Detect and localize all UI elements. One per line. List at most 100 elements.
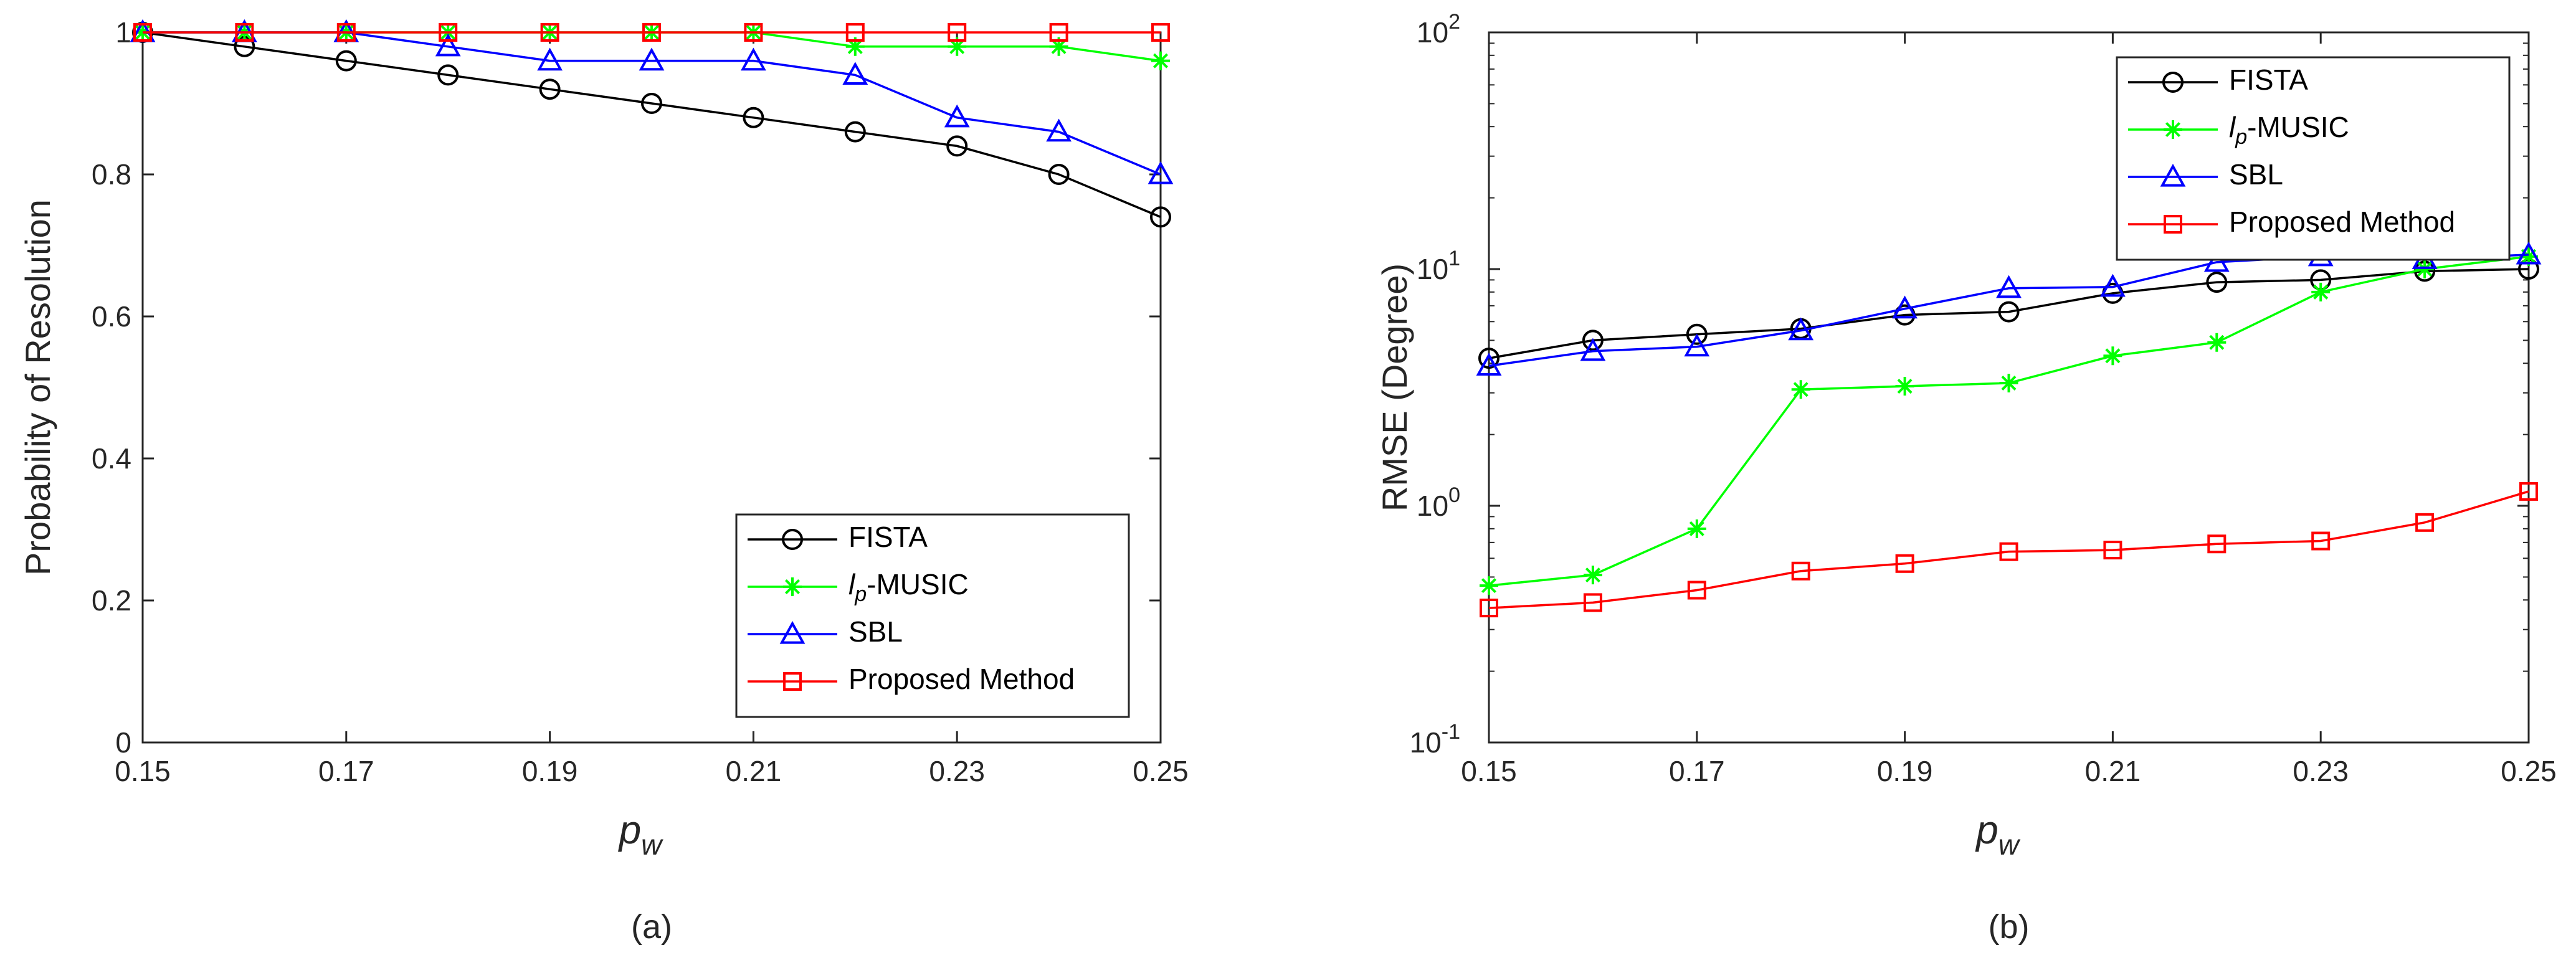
data-point [845,37,865,56]
x-tick-label: 0.21 [726,755,782,787]
x-tick-label: 0.21 [2085,755,2141,787]
data-point [1788,317,1814,341]
data-point [2311,282,2331,301]
data-point [1049,23,1068,42]
data-point [944,104,970,128]
data-point [946,135,968,157]
data-point [639,47,665,71]
data-point [1895,554,1914,573]
x-tick-label: 0.23 [2293,755,2349,787]
x-tick-label: 0.19 [522,755,578,787]
y-tick-label: 0.8 [92,158,131,191]
data-point [642,23,661,42]
data-point [133,23,152,42]
y-tick-label: 0.6 [92,300,131,333]
data-point [2519,247,2538,266]
data-point [2103,541,2122,560]
data-point [744,23,763,42]
data-point [641,93,662,114]
data-point [335,50,357,72]
data-point [2415,513,2435,532]
data-point [437,64,459,86]
data-point [844,121,866,143]
panel-a: 0.15 0.17 0.19 0.21 0.23 0.25 0 0.2 0.4 0.6 0.8 1 Pr… [18,16,1189,946]
series-line [1488,268,2529,359]
data-point [2516,241,2542,265]
data-point [1478,348,1499,369]
y-tick-label: 100 [1417,483,1460,522]
data-point [2103,346,2122,366]
data-point [1686,323,1708,345]
legend: FISTA lp-MUSIC SBL Proposed Method [2116,56,2511,261]
x-tick-label: 0.25 [2501,755,2557,787]
data-point [1150,206,1171,228]
data-point [1048,164,1070,185]
data-point [1580,338,1606,361]
legend-label: lp-MUSIC [848,568,969,606]
series-l-p-music [1480,247,2538,595]
data-point [2207,534,2227,554]
data-point [1687,581,1706,600]
y-tick-label: 0 [115,726,131,759]
panel-caption: (a) [631,908,672,946]
data-point [537,47,563,71]
data-point [845,23,865,42]
data-point [2206,272,2228,293]
data-point [2311,531,2331,551]
x-tick-label: 0.17 [1669,755,1725,787]
panel-caption: (b) [1989,908,2030,946]
data-point [235,23,254,42]
data-point [1791,561,1810,581]
x-tick-label: 0.15 [115,755,171,787]
legend-marker [2162,72,2184,93]
x-tick-label: 0.17 [318,755,374,787]
data-point [1582,330,1604,351]
legend-marker [783,577,802,596]
data-point [2203,249,2230,272]
y-tick-label: 0.2 [92,584,131,617]
y-tick-label: 0.4 [92,442,131,475]
legend-marker [2164,120,2182,139]
data-point [1583,566,1602,585]
data-point [1476,353,1502,376]
data-point [1148,161,1174,184]
legend-label: SBL [848,615,903,648]
data-point [948,37,967,56]
legend-label: SBL [2229,158,2283,191]
series-proposed-method [1480,481,2538,618]
x-tick-label: 0.19 [1877,755,1933,787]
data-point [2519,481,2538,501]
legend-marker [782,529,803,550]
data-point [1895,377,1914,396]
data-point [1151,23,1170,42]
legend-label: Proposed Method [2229,206,2455,238]
data-point [741,47,766,71]
data-point [948,23,967,42]
legend-label: FISTA [848,521,928,553]
data-point [1687,519,1706,538]
legend-marker [2160,163,2186,187]
data-point [1046,118,1072,142]
y-tick-label: 10-1 [1410,720,1460,759]
data-point [1998,301,2020,323]
y-tick-label: 102 [1417,10,1460,49]
data-point [2207,333,2227,352]
data-point [1684,333,1710,357]
series-line [142,31,1161,219]
legend: FISTA lp-MUSIC SBL Proposed Method [735,513,1130,718]
data-point [336,23,356,42]
y-axis-label: RMSE (Degree) [1375,263,1414,511]
series-proposed-method [133,23,1170,42]
data-point [1999,542,2018,561]
data-point [743,107,764,128]
data-point [1892,295,1918,319]
data-point [539,78,561,100]
legend-label: Proposed Method [848,663,1075,695]
data-point [540,23,559,42]
x-tick-label: 0.23 [929,755,985,787]
x-tick-label: 0.25 [1133,755,1189,787]
series-line [1488,490,2529,609]
legend-label: FISTA [2229,64,2308,96]
data-point [2100,273,2126,297]
